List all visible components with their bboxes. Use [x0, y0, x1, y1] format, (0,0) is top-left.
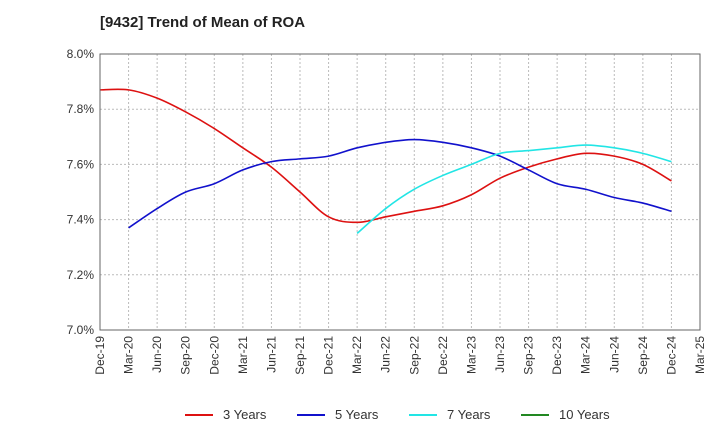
- x-axis: Dec-19 Mar-20 Jun-20 Sep-20 Dec-20 Mar-21 Jun-…: [93, 336, 707, 375]
- y-tick-label: 7.0%: [67, 323, 95, 337]
- series-line-3-years: [99, 88, 672, 224]
- legend: 3 Years 5 Years 7 Years 10 Years: [185, 407, 610, 422]
- chart-title: [9432] Trend of Mean of ROA: [100, 14, 306, 31]
- x-tick-label: Sep-23: [522, 336, 536, 375]
- legend-label: 3 Years: [223, 407, 267, 422]
- x-tick-label: Sep-22: [407, 336, 421, 375]
- x-tick-label: Mar-21: [236, 336, 250, 374]
- grid-layer: [99, 53, 701, 331]
- y-tick-label: 7.2%: [67, 268, 95, 282]
- legend-label: 7 Years: [447, 407, 491, 422]
- x-tick-label: Sep-21: [293, 336, 307, 375]
- x-tick-label: Dec-24: [664, 336, 678, 375]
- x-tick-label: Dec-19: [93, 336, 107, 375]
- y-tick-label: 7.4%: [67, 213, 95, 227]
- x-tick-label: Mar-24: [579, 336, 593, 374]
- plot-frame: [99, 53, 701, 331]
- y-axis: 7.0% 7.2% 7.4% 7.6% 7.8% 8.0%: [67, 47, 95, 337]
- x-tick-label: Jun-24: [607, 336, 621, 373]
- x-tick-label: Mar-22: [350, 336, 364, 374]
- x-tick-label: Sep-24: [636, 336, 650, 375]
- x-tick-label: Dec-21: [322, 336, 336, 375]
- x-tick-label: Jun-20: [150, 336, 164, 373]
- y-tick-label: 8.0%: [67, 47, 95, 61]
- x-tick-label: Dec-20: [207, 336, 221, 375]
- x-tick-label: Dec-23: [550, 336, 564, 375]
- x-tick-label: Mar-20: [122, 336, 136, 374]
- series-layer: [99, 88, 672, 235]
- legend-label: 10 Years: [559, 407, 610, 422]
- y-tick-label: 7.8%: [67, 102, 95, 116]
- x-tick-label: Jun-23: [493, 336, 507, 373]
- legend-label: 5 Years: [335, 407, 379, 422]
- series-line-5-years: [128, 138, 672, 229]
- x-tick-label: Sep-20: [179, 336, 193, 375]
- y-tick-label: 7.6%: [67, 157, 95, 171]
- x-tick-label: Dec-22: [436, 336, 450, 375]
- x-tick-label: Mar-23: [464, 336, 478, 374]
- x-tick-label: Jun-21: [264, 336, 278, 373]
- x-tick-label: Mar-25: [693, 336, 707, 374]
- series-line-7-years: [356, 144, 672, 235]
- x-tick-label: Jun-22: [379, 336, 393, 373]
